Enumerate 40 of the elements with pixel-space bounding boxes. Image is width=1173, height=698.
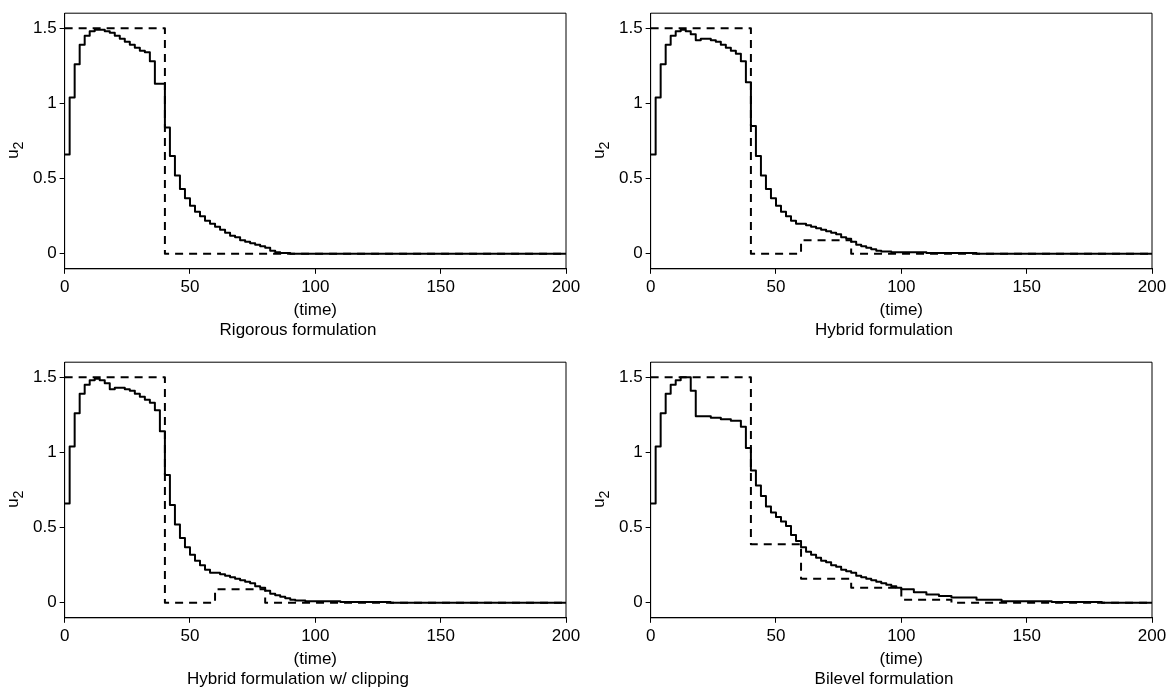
y-tick-label: 0 xyxy=(47,592,57,612)
text: Bilevel formulation xyxy=(814,669,954,689)
y-tick-label: 1.5 xyxy=(618,366,643,386)
x-tick-label: 200 xyxy=(1137,276,1167,296)
x-axis-title: (time) xyxy=(879,300,924,320)
y-tick-label: 0 xyxy=(633,592,643,612)
x-tick-label: 100 xyxy=(887,276,916,296)
y-tick-label: 0.5 xyxy=(32,517,57,537)
x-tick-label: 50 xyxy=(180,625,200,645)
y-tick-label: 0 xyxy=(47,243,57,263)
y-tick-label: 0 xyxy=(633,243,643,263)
y-tick-label: 1 xyxy=(633,93,643,113)
y-tick-label: 0.5 xyxy=(618,168,643,188)
x-tick-label: 200 xyxy=(551,625,581,645)
x-axis-title: (time) xyxy=(293,649,338,669)
x-tick-label: 50 xyxy=(180,276,200,296)
x-tick-label: 150 xyxy=(1012,625,1041,645)
y-tick-label: 1 xyxy=(633,442,643,462)
x-tick-label: 100 xyxy=(301,625,330,645)
x-axis-title: (time) xyxy=(293,300,338,320)
y-tick-label: 1 xyxy=(47,93,57,113)
x-tick-label: 50 xyxy=(766,625,786,645)
x-tick-label: 150 xyxy=(1012,276,1041,296)
text: Hybrid formulation xyxy=(815,320,953,340)
x-tick-label: 150 xyxy=(426,276,455,296)
y-tick-label: 0.5 xyxy=(618,517,643,537)
y-tick-label: 1.5 xyxy=(32,366,57,386)
y-tick-label: 1.5 xyxy=(618,17,643,37)
x-tick-label: 150 xyxy=(426,625,455,645)
text: Rigorous formulation xyxy=(219,320,377,340)
y-tick-label: 0.5 xyxy=(32,168,57,188)
y-tick-label: 1.5 xyxy=(32,17,57,37)
y-tick-label: 1 xyxy=(47,442,57,462)
x-tick-label: 200 xyxy=(1137,625,1167,645)
x-tick-label: 100 xyxy=(887,625,916,645)
x-axis-title: (time) xyxy=(879,649,924,669)
x-tick-label: 200 xyxy=(551,276,581,296)
text: Hybrid formulation w/ clipping xyxy=(186,669,410,689)
x-tick-label: 100 xyxy=(301,276,330,296)
x-tick-label: 50 xyxy=(766,276,786,296)
